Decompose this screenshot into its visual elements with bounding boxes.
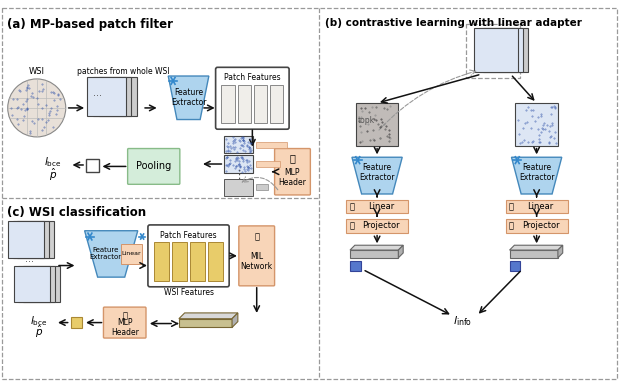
Text: $l_{\mathrm{bce}}$: $l_{\mathrm{bce}}$ (30, 314, 47, 327)
Bar (208, 242, 223, 281)
Polygon shape (168, 76, 209, 120)
Text: $l_{\mathrm{info}}$: $l_{\mathrm{info}}$ (452, 314, 472, 327)
Bar (356, 103, 398, 146)
Polygon shape (558, 245, 563, 258)
Text: 🔥: 🔥 (349, 221, 355, 230)
Polygon shape (179, 319, 232, 327)
Bar (506, 219, 568, 233)
Text: ⋮: ⋮ (233, 170, 244, 180)
Bar (346, 219, 408, 233)
Bar (474, 28, 518, 72)
Bar (87, 77, 125, 116)
Text: 🔥: 🔥 (122, 311, 127, 320)
Text: Linear: Linear (527, 202, 554, 211)
Text: Feature
Extractor: Feature Extractor (90, 247, 122, 260)
Bar (483, 28, 528, 72)
Text: MIL
Network: MIL Network (241, 252, 273, 271)
Bar (23, 265, 60, 302)
Text: WSI Features: WSI Features (164, 288, 214, 297)
Text: $l_{\mathrm{bce}}$: $l_{\mathrm{bce}}$ (44, 155, 62, 169)
Text: Feature
Extractor: Feature Extractor (519, 163, 554, 182)
Bar (350, 261, 361, 271)
Bar (13, 221, 49, 258)
Text: 🔥: 🔥 (509, 202, 514, 211)
Polygon shape (179, 313, 238, 319)
Text: Projector: Projector (362, 221, 400, 230)
Bar (346, 200, 408, 213)
FancyBboxPatch shape (127, 149, 180, 184)
FancyBboxPatch shape (275, 149, 310, 195)
Text: (a) MP-based patch filter: (a) MP-based patch filter (7, 18, 173, 31)
Bar (13, 265, 51, 302)
Text: Patch Features: Patch Features (224, 74, 281, 82)
Bar (70, 317, 82, 329)
Text: WSI: WSI (29, 67, 45, 76)
Bar (256, 161, 280, 167)
Bar (270, 85, 284, 123)
Bar (99, 77, 138, 116)
Text: $\hat{p}$: $\hat{p}$ (35, 324, 43, 341)
Bar (506, 200, 568, 213)
Polygon shape (398, 245, 403, 258)
FancyBboxPatch shape (239, 226, 275, 286)
Bar (237, 85, 251, 123)
Text: Linear: Linear (368, 202, 394, 211)
FancyBboxPatch shape (148, 225, 229, 287)
Text: 🔥: 🔥 (254, 232, 259, 241)
Bar (224, 178, 253, 196)
Bar (515, 103, 558, 146)
Text: Linear: Linear (122, 252, 141, 257)
Polygon shape (352, 157, 402, 194)
Bar (172, 242, 187, 281)
Bar (466, 24, 520, 78)
Bar (190, 242, 205, 281)
Text: MLP
Header: MLP Header (278, 168, 307, 187)
Text: Feature
Extractor: Feature Extractor (171, 88, 206, 108)
Polygon shape (509, 245, 563, 250)
Text: Pooling: Pooling (136, 161, 172, 171)
Circle shape (8, 79, 66, 137)
Bar (86, 159, 99, 172)
Text: topk: topk (358, 116, 375, 125)
Text: 🔥: 🔥 (349, 202, 355, 211)
Polygon shape (350, 245, 403, 250)
Bar (256, 184, 268, 190)
Text: Projector: Projector (522, 221, 559, 230)
Bar (154, 242, 169, 281)
Bar (17, 221, 54, 258)
Polygon shape (84, 231, 138, 277)
Text: 🔥: 🔥 (509, 221, 514, 230)
Text: ···: ··· (93, 91, 102, 101)
Bar (479, 28, 523, 72)
Text: 🔥: 🔥 (289, 153, 296, 163)
Bar (224, 136, 253, 153)
Text: MLP
Header: MLP Header (111, 318, 139, 337)
Polygon shape (509, 250, 558, 258)
Bar (221, 85, 235, 123)
FancyBboxPatch shape (104, 307, 146, 338)
Text: Patch Features: Patch Features (160, 231, 217, 240)
Text: $\hat{p}$: $\hat{p}$ (49, 166, 57, 183)
Polygon shape (511, 157, 562, 194)
Text: (b) contrastive learning with linear adapter: (b) contrastive learning with linear ada… (325, 18, 582, 28)
Bar (93, 77, 131, 116)
Bar (8, 221, 44, 258)
Bar (121, 244, 142, 264)
Text: (c) WSI classification: (c) WSI classification (7, 205, 146, 219)
Bar (509, 261, 520, 271)
Polygon shape (350, 250, 398, 258)
Text: ···: ··· (24, 257, 33, 267)
Text: Feature
Extractor: Feature Extractor (359, 163, 395, 182)
Bar (19, 265, 55, 302)
Polygon shape (232, 313, 238, 327)
Bar (224, 155, 253, 173)
Text: patches from whole WSI: patches from whole WSI (77, 67, 169, 76)
Bar (256, 142, 287, 147)
FancyBboxPatch shape (216, 67, 289, 129)
Bar (254, 85, 267, 123)
